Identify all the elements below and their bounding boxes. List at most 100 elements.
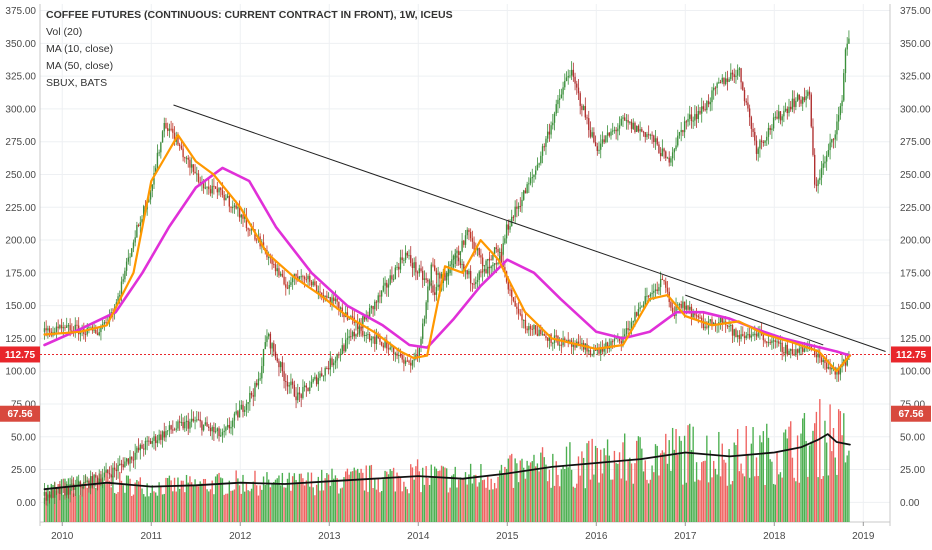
volume-bar (726, 485, 729, 522)
sbux-candle-body (425, 278, 427, 280)
volume-bar (723, 459, 725, 522)
sbux-candle-body (668, 157, 670, 163)
coffee-candle-body (552, 342, 554, 344)
volume-bar (822, 476, 824, 522)
sbux-candle-body (370, 305, 373, 309)
sbux-candle-body (492, 264, 494, 267)
legend-sbux[interactable]: SBUX, BATS (46, 77, 107, 89)
volume-bar (495, 488, 498, 522)
volume-bar (625, 480, 628, 522)
coffee-candle-body (538, 329, 540, 336)
coffee-candle-body (649, 294, 652, 297)
coffee-candle-body (190, 164, 193, 168)
sbux-candle-body (463, 264, 465, 271)
volume-bar (303, 485, 306, 522)
coffee-candle-body (362, 330, 364, 336)
coffee-candle-body (367, 334, 369, 336)
legend-ma10[interactable]: MA (10, close) (46, 43, 113, 55)
volume-bar (531, 461, 533, 522)
left-tick-label: 75.00 (11, 399, 36, 410)
sbux-candle-body (413, 262, 415, 268)
volume-bar (523, 467, 525, 522)
sbux-candle-body (661, 148, 664, 157)
coffee-candle-body (784, 344, 787, 354)
sbux-candle-body (372, 305, 374, 310)
volume-bar (831, 451, 833, 522)
coffee-candle-body (439, 273, 441, 279)
sbux-candle-body (767, 127, 770, 137)
volume-bar (148, 496, 150, 522)
coffee-candle-body (529, 326, 532, 329)
coffee-candle-body (137, 225, 140, 227)
sbux-candle-body (345, 339, 347, 352)
legend[interactable]: COFFEE FUTURES (CONTINUOUS: CURRENT CONT… (46, 9, 453, 89)
sbux-candle-body (416, 272, 419, 274)
sbux-candle-body (815, 184, 818, 186)
sbux-candle-body (646, 134, 648, 138)
coffee-candle-body (702, 320, 705, 329)
volume-bar (724, 462, 727, 522)
coffee-candle-body (795, 349, 797, 356)
coffee-candle-body (351, 316, 354, 318)
coffee-candle-body (718, 322, 720, 325)
coffee-candle-body (153, 173, 155, 185)
sbux-candle-body (796, 94, 799, 101)
coffee-price-tag-right-text: 112.75 (896, 350, 926, 361)
volume-bar (226, 493, 229, 522)
coffee-candle-body (160, 142, 162, 153)
sbux-candles (43, 30, 850, 507)
sbux-candle-body (757, 148, 759, 154)
sbux-candle-body (844, 49, 847, 74)
coffee-candle-body (682, 301, 684, 308)
volume-bar (307, 472, 309, 522)
x-axis[interactable]: 2010 2011 2012 2013 2014 2015 2016 2017 2018 2019 (51, 522, 875, 542)
coffee-candle-body (375, 334, 378, 344)
volume-bar (122, 485, 124, 522)
sbux-candle-body (113, 467, 116, 470)
coffee-candle-body (678, 303, 681, 305)
sbux-candle-body (309, 387, 311, 391)
sbux-candle-body (654, 138, 657, 143)
sbux-candle-body (702, 106, 705, 110)
coffee-candle-body (76, 324, 78, 326)
coffee-candle-body (305, 279, 308, 281)
coffee-candle-body (627, 328, 629, 331)
legend-vol[interactable]: Vol (20) (46, 26, 82, 38)
coffee-candle-body (606, 342, 609, 350)
sbux-candle-body (418, 268, 420, 274)
sbux-candle-body (410, 255, 412, 263)
sbux-candle-body (374, 301, 376, 310)
coffee-candle-body (418, 347, 420, 356)
sbux-candle-body (552, 122, 554, 126)
coffee-candle-body (309, 275, 311, 282)
right-axis[interactable]: 0.00 25.00 50.00 75.00 100.00 125.00 150.00 175… (900, 6, 931, 509)
coffee-candle-body (666, 287, 669, 292)
volume-bar (391, 470, 393, 522)
volume-bar (158, 482, 160, 522)
coffee-candle-body (291, 278, 294, 283)
volume-bar (71, 479, 73, 522)
coffee-candle-body (632, 321, 634, 323)
coffee-candle-body (468, 229, 470, 232)
sbux-candle-body (384, 282, 386, 286)
volume-bar (45, 492, 47, 522)
volume-bar (548, 469, 551, 522)
left-axis[interactable]: 0.00 25.00 50.00 75.00 100.00 125.00 150.00 175… (5, 6, 36, 509)
volume-bar (418, 471, 420, 522)
coffee-candle-body (771, 340, 773, 344)
coffee-candle-body (641, 306, 643, 308)
volume-bar (598, 482, 600, 522)
sbux-candle-body (612, 130, 614, 132)
sbux-candle-body (594, 142, 597, 147)
coffee-candle-body (187, 157, 189, 160)
volume-bar (178, 488, 181, 522)
volume-bar (237, 478, 239, 522)
volume-bar (221, 478, 224, 522)
sbux-candle-body (475, 282, 477, 285)
coffee-candle-body (425, 302, 427, 319)
legend-ma50[interactable]: MA (50, close) (46, 60, 113, 72)
volume-bar (425, 466, 427, 522)
sbux-candle-body (156, 440, 159, 444)
volume-bar (93, 487, 95, 522)
